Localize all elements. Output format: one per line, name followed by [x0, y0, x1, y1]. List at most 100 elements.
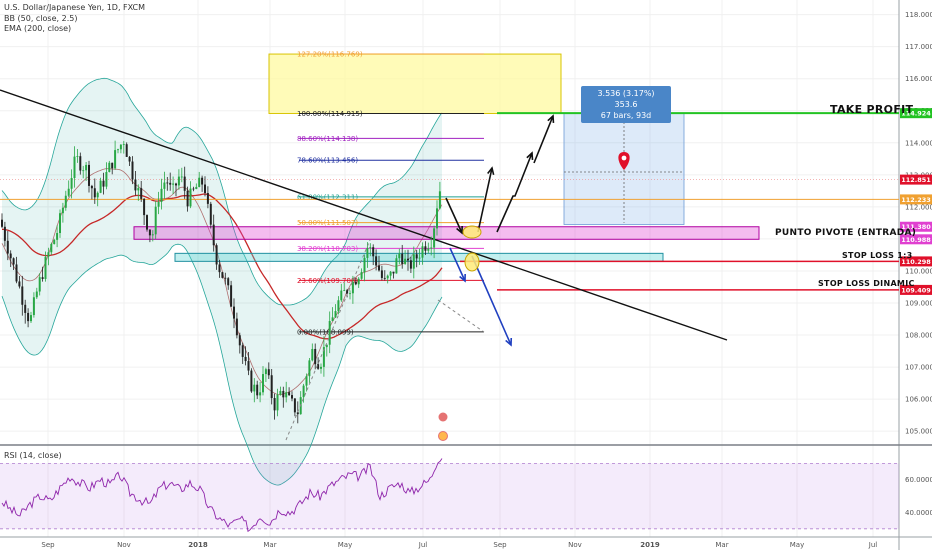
price-tick-label: 107.000 — [905, 364, 932, 372]
candle-body — [140, 188, 143, 199]
candle-body — [160, 188, 163, 202]
pivot-label: PUNTO PIVOTE (ENTRADA) — [775, 228, 917, 238]
chart-title: U.S. Dollar/Japanese Yen, 1D, FXCM — [4, 3, 146, 12]
candle-body — [93, 188, 96, 198]
candle-body — [279, 390, 282, 395]
candle-body — [131, 161, 134, 180]
bb-indicator-label: BB (50, close, 2.5) — [4, 13, 78, 23]
descending-trendline — [0, 89, 728, 341]
candle-body — [363, 257, 366, 273]
candle-body — [198, 177, 201, 187]
bollinger-band-fill — [2, 78, 442, 486]
candle-body — [177, 176, 180, 186]
candle-body — [357, 278, 360, 285]
candle-body — [328, 320, 331, 345]
candle-body — [322, 347, 325, 367]
candle-body — [151, 234, 154, 236]
fib-label: 23.60%(109.708) — [297, 277, 358, 285]
candle-body — [383, 277, 386, 279]
price-tag — [900, 108, 932, 119]
time-tick-label: Jul — [868, 541, 878, 549]
candle-body — [56, 233, 59, 240]
candle-body — [343, 290, 346, 292]
price-tag — [900, 221, 932, 232]
time-tick-label: 2019 — [640, 541, 660, 549]
candle-body — [235, 318, 238, 336]
chart-legend: U.S. Dollar/Japanese Yen, 1D, FXCM BB (5… — [4, 3, 145, 35]
candle-body — [224, 277, 227, 279]
candle-body — [427, 248, 430, 251]
time-tick-label: 2018 — [188, 541, 208, 549]
candle-body — [12, 258, 15, 265]
stop-loss-label: STOP LOSS 1:3 — [842, 251, 913, 260]
price-tag — [900, 234, 932, 245]
candle-body — [386, 275, 389, 279]
candle-body — [24, 304, 27, 313]
time-tick-label: Jul — [418, 541, 428, 549]
candle-body — [264, 369, 267, 375]
candle-body — [421, 246, 424, 258]
candle-body — [79, 156, 82, 171]
candle-body — [366, 247, 369, 258]
price-tick-label: 118.000 — [905, 11, 932, 19]
candle-body — [418, 257, 421, 259]
candle-body — [438, 191, 441, 209]
candle-body — [99, 180, 102, 193]
bull-scenario-arrow-2 — [496, 152, 533, 233]
bollinger-upper — [1, 77, 443, 306]
price-tick-label: 109.000 — [905, 300, 932, 308]
candle-body — [3, 226, 6, 241]
candle-body — [21, 286, 24, 305]
candle-body — [204, 184, 206, 193]
rsi-tick-label: 60.0000 — [905, 476, 932, 484]
price-tag-label: 111.380 — [901, 223, 931, 231]
candle-body — [433, 228, 436, 248]
candle-body — [259, 392, 262, 396]
fib-label: 78.60%(113.456) — [297, 157, 358, 165]
candle-body — [218, 264, 221, 273]
candle-body — [180, 176, 183, 178]
entry-marker — [462, 225, 482, 239]
candle-body — [82, 170, 85, 172]
stop-marker — [464, 252, 480, 272]
time-tick-label: Sep — [493, 541, 507, 549]
candle-body — [157, 201, 160, 207]
price-tick-label: 105.000 — [905, 428, 932, 436]
price-tag — [900, 256, 932, 267]
candle-body — [18, 281, 21, 287]
candle-body — [32, 297, 35, 316]
time-tick-label: Mar — [263, 541, 276, 549]
candle-body — [212, 224, 215, 246]
candle-body — [351, 281, 354, 294]
bear-scenario-arrow-1 — [449, 247, 466, 282]
measure-info-box: 3.536 (3.17%) 353.6 67 bars, 93d — [581, 86, 671, 123]
support-zone — [174, 252, 664, 262]
candle-body — [288, 392, 291, 396]
candle-body — [430, 247, 433, 249]
candle-body — [70, 177, 73, 189]
candle-body — [154, 206, 157, 235]
candle-body — [253, 384, 256, 392]
candle-body — [143, 198, 146, 216]
rsi-label: RSI (14, close) — [4, 451, 62, 460]
candle-body — [61, 207, 64, 214]
rsi-line — [1, 458, 443, 533]
bear-scenario-arrow-2 — [471, 255, 512, 346]
price-tick-label: 108.000 — [905, 332, 932, 340]
candle-body — [262, 374, 264, 393]
candle-body — [372, 247, 375, 257]
candle-body — [244, 356, 247, 362]
candle-body — [96, 192, 99, 198]
candle-body — [395, 258, 398, 274]
price-tick-label: 112.000 — [905, 203, 932, 211]
time-tick-label: Sep — [41, 541, 55, 549]
candle-body — [354, 281, 357, 285]
candle-body — [119, 144, 122, 150]
candle-body — [76, 156, 79, 157]
candle-body — [230, 285, 233, 307]
support-dashed — [285, 239, 371, 441]
candle-body — [64, 195, 67, 208]
candle-body — [90, 185, 93, 189]
price-tick-label: 106.000 — [905, 396, 932, 404]
